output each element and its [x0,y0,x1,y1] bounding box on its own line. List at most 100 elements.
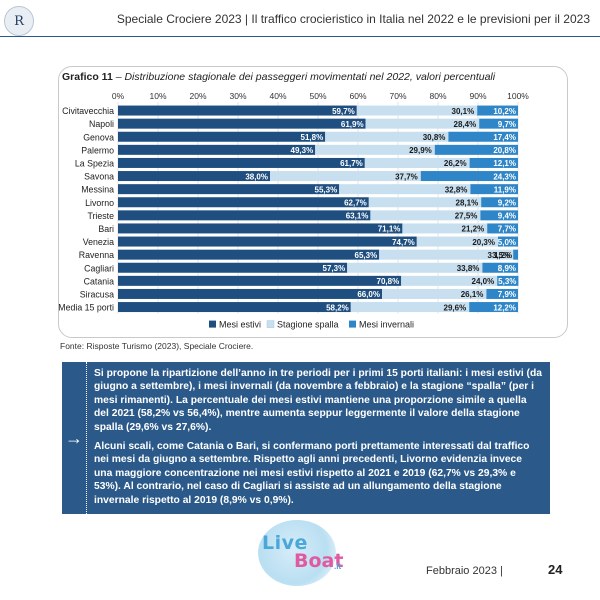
data-label: 30,8% [423,133,446,142]
bar-segment [470,184,518,195]
bar-segment [315,144,435,155]
legend-label: Mesi invernali [359,320,414,330]
chart-source: Fonte: Risposte Turismo (2023), Speciale… [60,341,254,351]
liveboat-watermark: Live Boat .it [250,520,360,590]
bar-segment [118,223,403,234]
category-label: Livorno [85,198,114,208]
data-label: 24,0% [472,277,495,286]
bar-segment [118,131,326,142]
x-tick-label: 0% [112,91,125,101]
legend-swatch [209,320,216,328]
stacked-bar-chart: 0% 10% 20% 30% 40% 50% 60% 70% 80% 90% 100% Civitav… [58,91,529,330]
data-label: 9,7% [498,120,516,129]
data-label: 59,7% [332,107,355,116]
bar-segment [497,275,519,286]
data-label: 70,8% [377,277,400,286]
x-tick-label: 30% [229,91,246,101]
bar-segment [498,236,518,247]
bar-segment [370,210,481,221]
data-label: 29,9% [409,146,432,155]
bar-segment [479,118,518,129]
x-tick-label: 90% [469,91,486,101]
data-label: 17,4% [493,133,516,142]
bar-segment [480,210,518,221]
data-label: 20,8% [493,146,516,155]
data-label: 29,6% [444,303,467,312]
info-box: → Si propone la ripartizione dell’anno i… [62,362,550,514]
bar-segment [118,105,357,116]
category-label: Napoli [89,119,114,129]
data-label: 5,3% [498,277,516,286]
bar-segment [481,197,518,208]
category-label: Media 15 porti [58,303,114,313]
page-number: 24 [548,562,563,577]
data-label: 57,3% [323,264,346,273]
data-label: 66,0% [357,290,380,299]
chart-title: Grafico 11 – Distribuzione stagionale de… [62,71,495,83]
data-label: 21,2% [462,225,485,234]
bar-segment [118,249,380,260]
category-label: Trieste [87,211,114,221]
chart-title-label: Grafico 11 [62,71,113,83]
bar-segment [118,197,369,208]
data-label: 49,3% [291,146,314,155]
data-label: 7,9% [498,290,516,299]
data-label: 32,8% [445,185,468,194]
bar-segment [486,288,518,299]
bar-segment [469,302,518,313]
data-label: 9,2% [498,198,516,207]
bar-segment [339,184,471,195]
watermark-word-2: Boat [294,550,344,572]
bar-segment [382,288,487,299]
data-label: 27,5% [455,212,478,221]
data-label: 61,9% [341,120,364,129]
x-tick-label: 70% [389,91,406,101]
bar-segment [118,288,382,299]
x-tick-label: 50% [309,91,326,101]
category-label: Catania [84,276,114,286]
data-label: 61,7% [340,159,363,168]
bar-segment [482,262,518,273]
bar-segment [356,105,478,116]
info-paragraph-2: Alcuni scali, come Catania o Bari, si co… [94,441,530,506]
watermark-globe [258,520,336,586]
data-label: 65,3% [355,251,378,260]
bar-segment [434,144,518,155]
data-label: 12,2% [493,303,516,312]
x-tick-label: 60% [349,91,366,101]
legend-swatch [266,320,275,328]
category-label: Palermo [81,145,114,155]
publisher-logo: R [4,6,34,36]
data-label: 62,7% [344,198,367,207]
legend-swatch [349,320,356,328]
data-label: 58,2% [326,303,349,312]
data-label: 33,5% [488,251,511,260]
data-label: 26,1% [461,290,484,299]
data-label: 10,2% [493,107,516,116]
data-label: 63,1% [346,212,369,221]
data-label: 74,7% [392,238,415,247]
category-label: Bari [98,224,114,234]
category-label: Messina [81,185,114,195]
category-label: Cagliari [84,263,114,273]
bar-segment [325,131,449,142]
data-label: 33,8% [457,264,480,273]
bar-segment [420,171,518,182]
bar-segment [118,236,417,247]
category-label: Civitavecchia [62,106,114,116]
bar-segment [118,157,365,168]
data-label: 20,3% [472,238,495,247]
bar-segment [118,262,348,273]
legend-label: Mesi estivi [219,320,261,330]
bar-segment [270,171,421,182]
arrow-right-icon: → [62,362,87,514]
bar-segment [118,184,340,195]
data-label: 51,8% [301,133,324,142]
bar-segment [118,302,351,313]
x-tick-label: 40% [269,91,286,101]
data-label: 30,1% [452,107,475,116]
category-label: Savona [84,172,114,182]
chart-frame [58,66,568,338]
bar-segment [347,262,483,273]
data-label: 12,1% [493,159,516,168]
